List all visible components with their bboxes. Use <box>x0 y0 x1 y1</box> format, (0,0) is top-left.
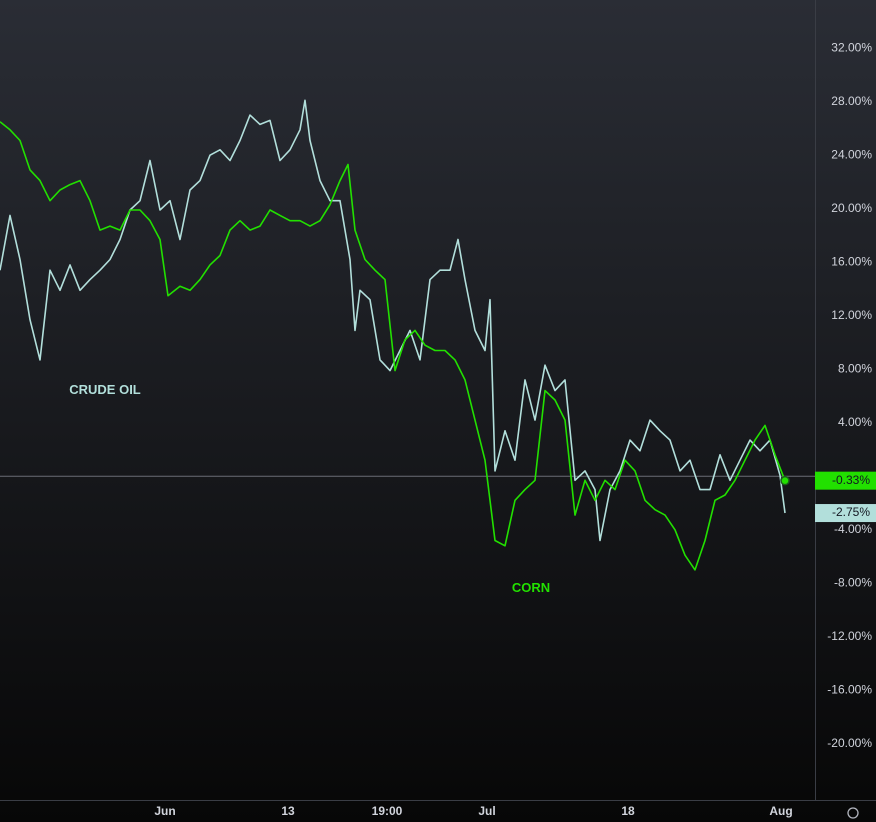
annotation: CORN <box>512 580 550 595</box>
y-tick-label: 16.00% <box>831 254 872 268</box>
y-tick-label: -20.00% <box>827 736 872 750</box>
y-tick-label: 24.00% <box>831 147 872 161</box>
y-tick-label: 32.00% <box>831 40 872 54</box>
settings-icon[interactable] <box>847 807 859 819</box>
y-tick-label: -4.00% <box>834 522 872 536</box>
last-value-badge <box>815 471 876 490</box>
y-tick-label: -12.00% <box>827 629 872 643</box>
last-value-label: -2.75% <box>832 505 870 519</box>
y-tick-label: 8.00% <box>838 361 872 375</box>
y-tick-label: 4.00% <box>838 415 872 429</box>
x-tick-label: 18 <box>621 804 635 818</box>
x-tick-label: Aug <box>769 804 792 818</box>
y-tick-label: 28.00% <box>831 94 872 108</box>
y-tick-label: 20.00% <box>831 201 872 215</box>
x-tick-label: 19:00 <box>372 804 403 818</box>
y-tick-label: 12.00% <box>831 308 872 322</box>
end-dot <box>780 475 790 486</box>
x-tick-label: Jul <box>478 804 495 818</box>
annotation: CRUDE OIL <box>69 382 141 397</box>
x-tick-label: 13 <box>281 804 295 818</box>
y-tick-label: -16.00% <box>827 682 872 696</box>
y-tick-label: -8.00% <box>834 575 872 589</box>
gear[interactable] <box>847 807 859 819</box>
last-value-label: -0.33% <box>832 473 870 487</box>
x-tick-label: Jun <box>154 804 175 818</box>
last-value-badge <box>815 504 876 523</box>
series-line <box>0 99 786 542</box>
series-line <box>0 121 786 571</box>
